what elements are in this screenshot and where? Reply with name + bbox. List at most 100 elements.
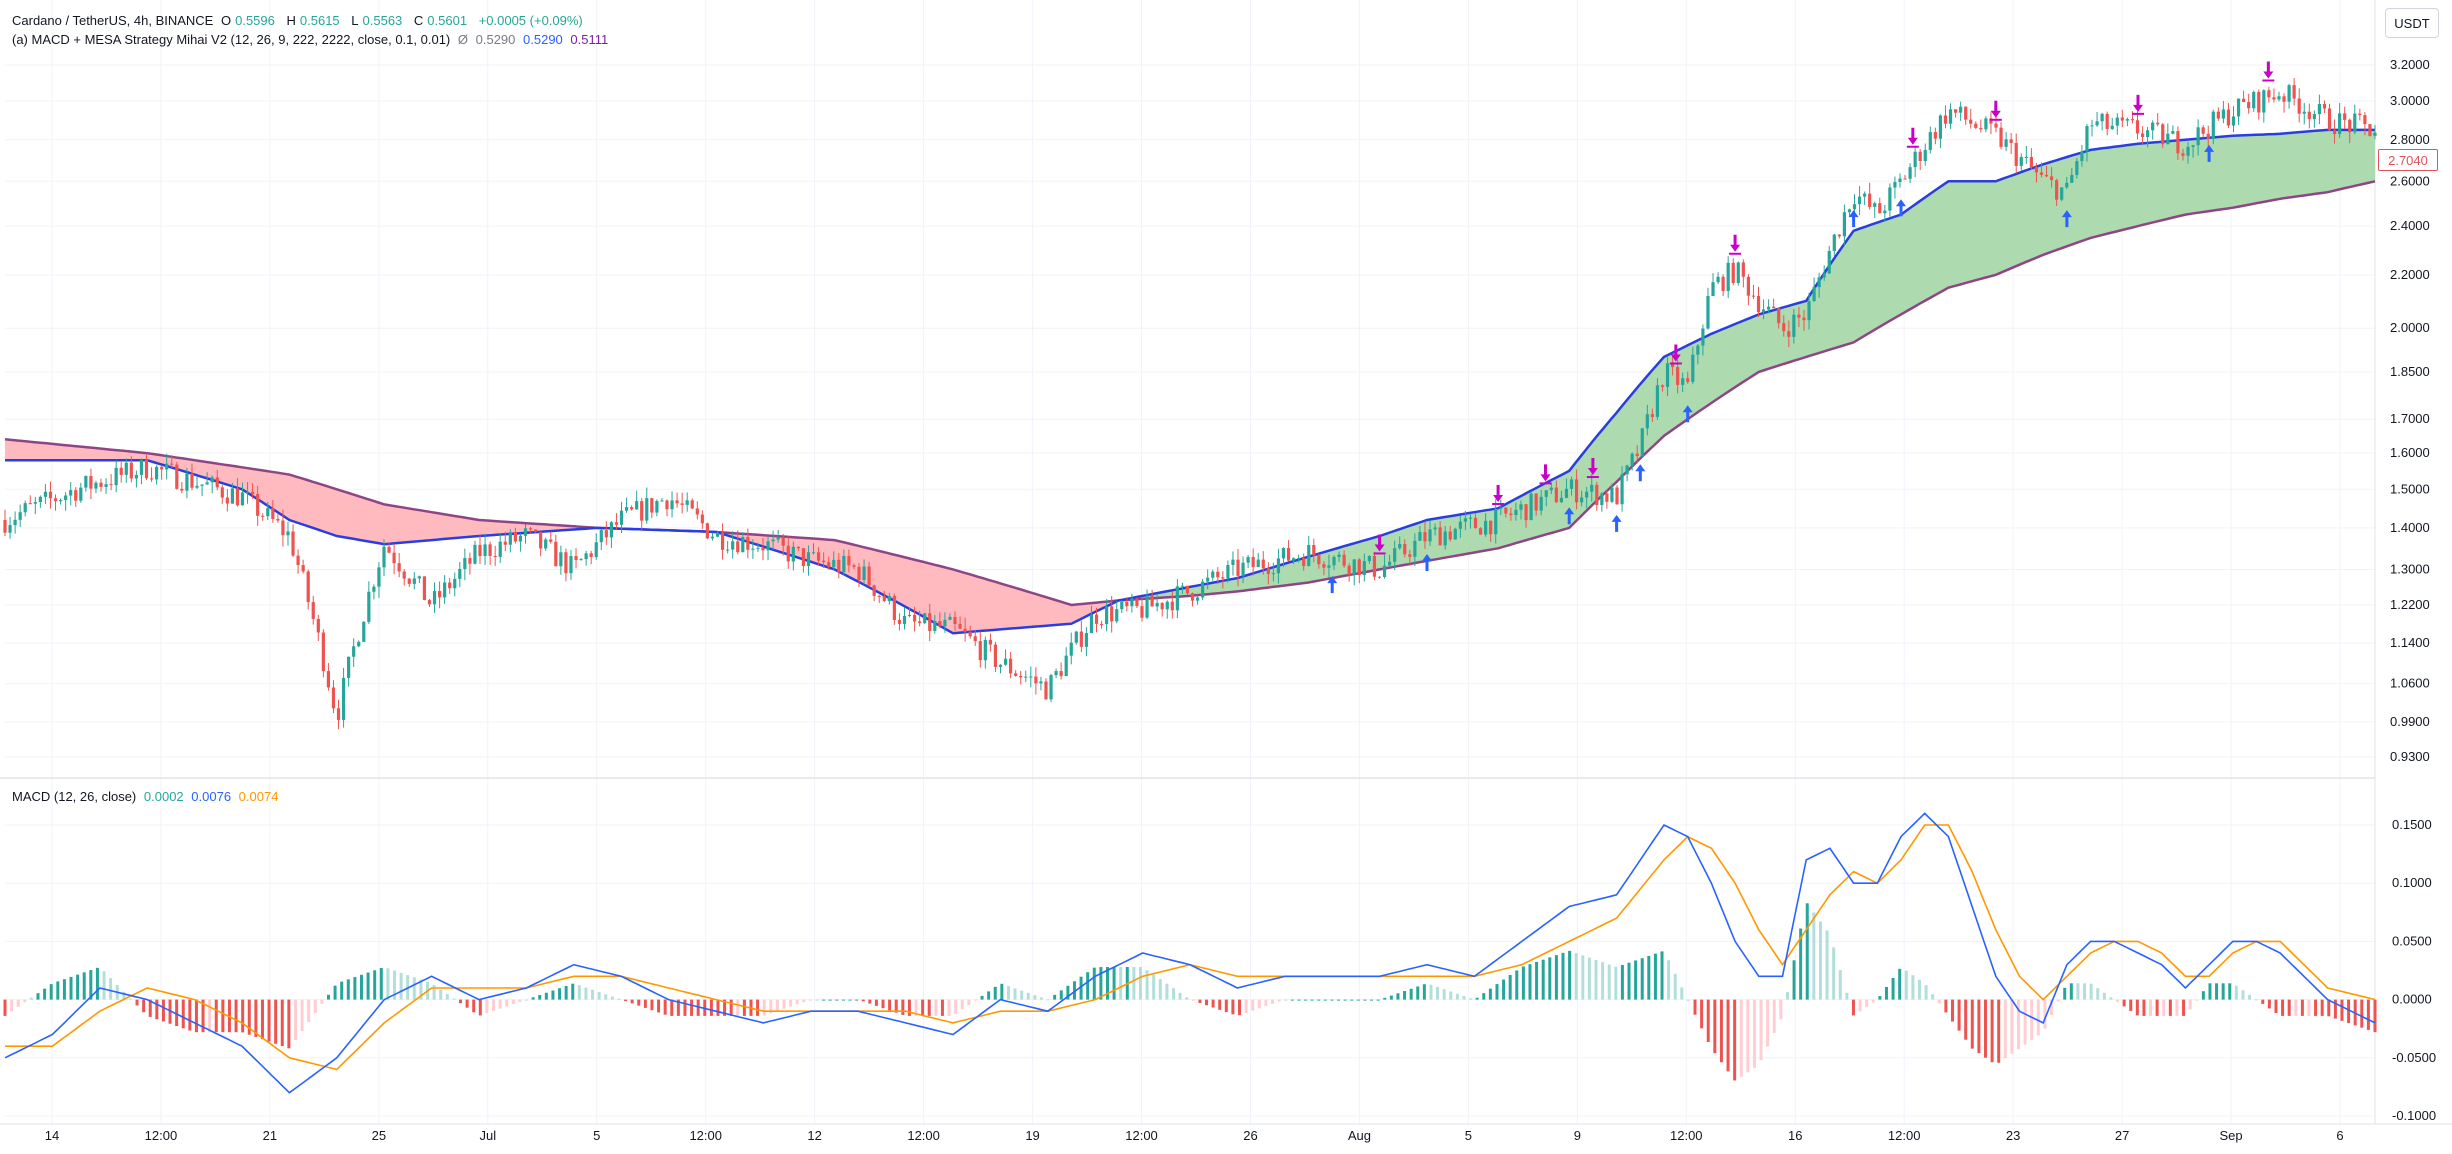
histogram-bar — [1607, 964, 1611, 1000]
histogram-bar — [2089, 983, 2093, 1000]
candle-body — [2085, 126, 2089, 152]
candle-body — [1933, 132, 1937, 139]
histogram-bar — [894, 999, 898, 1013]
candle-body — [796, 546, 800, 549]
histogram-bar — [822, 999, 826, 1001]
candle-body — [1140, 606, 1144, 618]
candle-body — [397, 563, 401, 572]
open-label: O — [220, 13, 232, 28]
candle-body — [2302, 111, 2306, 114]
candle-body — [731, 541, 735, 550]
candle-body — [154, 466, 159, 480]
candle-body — [448, 582, 452, 589]
x-tick-label: 5 — [1465, 1128, 1472, 1143]
histogram-bar — [2281, 999, 2285, 1016]
candle-body — [1863, 193, 1867, 197]
candle-body — [1105, 606, 1109, 625]
candle-body — [412, 578, 416, 584]
histogram-bar — [1396, 993, 1400, 1000]
histogram-bar — [148, 999, 152, 1017]
candle-body — [852, 565, 856, 567]
candle-body — [417, 576, 421, 579]
candle-body — [1893, 182, 1897, 188]
candle-body — [392, 552, 396, 564]
candle-body — [18, 512, 22, 520]
histogram-bar — [716, 999, 720, 1016]
currency-button[interactable]: USDT — [2385, 8, 2439, 38]
candle-body — [1564, 488, 1569, 498]
histogram-bar — [1310, 999, 1314, 1001]
candle-body — [1883, 210, 1887, 214]
candle-body — [2034, 167, 2039, 173]
candle-body — [1731, 262, 1735, 283]
x-tick-label: 23 — [2006, 1128, 2020, 1143]
histogram-bar — [1990, 999, 1994, 1063]
candle-body — [2110, 125, 2114, 129]
histogram-bar — [492, 999, 496, 1011]
histogram-bar — [1535, 961, 1539, 1000]
candle-body — [1190, 593, 1195, 601]
candle-body — [1559, 497, 1564, 503]
candle-body — [2009, 139, 2013, 143]
candle-body — [306, 571, 310, 603]
histogram-bar — [1072, 981, 1076, 1000]
candle-body — [1029, 676, 1033, 678]
candle-body — [357, 641, 361, 647]
x-tick-label: 12 — [807, 1128, 821, 1143]
candle-body — [74, 490, 78, 501]
candle-body — [877, 595, 881, 597]
histogram-bar — [762, 999, 766, 1016]
x-tick-label: 19 — [1025, 1128, 1039, 1143]
candle-body — [907, 614, 912, 616]
candle-body — [23, 503, 27, 513]
candle-body — [301, 565, 305, 572]
histogram-bar — [1290, 999, 1294, 1001]
sell-arrow-icon — [1990, 100, 2001, 118]
histogram-bar — [1092, 967, 1096, 1000]
candle-body — [291, 531, 295, 556]
candle-body — [1317, 555, 1321, 565]
candle-body — [1009, 658, 1013, 674]
price-axis-label: 1.4000 — [2390, 520, 2430, 535]
candle-body — [1772, 306, 1776, 309]
histogram-bar — [1812, 912, 1816, 1000]
histogram-bar — [729, 999, 733, 1016]
candle-body — [276, 518, 280, 521]
candle-body — [604, 530, 608, 538]
candle-body — [200, 484, 204, 486]
histogram-bar — [478, 999, 482, 1016]
histogram-bar — [1495, 984, 1499, 1000]
histogram-bar — [1964, 999, 1968, 1040]
sell-arrow-icon — [1730, 234, 1741, 252]
candle-body — [751, 548, 755, 550]
candle-body — [569, 556, 573, 574]
candle-body — [2039, 172, 2044, 175]
histogram-bar — [2023, 999, 2027, 1045]
histogram-bar — [1053, 994, 1057, 1000]
candle-body — [1943, 115, 1948, 124]
candle-body — [94, 482, 98, 489]
histogram-bar — [1257, 999, 1261, 1009]
histogram-bar — [188, 999, 192, 1031]
histogram-bar — [1680, 987, 1684, 1000]
histogram-bar — [888, 999, 892, 1011]
candle-body — [1928, 132, 1932, 150]
candle-body — [1024, 676, 1028, 678]
histogram-bar — [36, 993, 40, 1000]
candle-body — [1625, 465, 1629, 475]
histogram-bar — [2373, 999, 2377, 1033]
candle-body — [2004, 139, 2008, 147]
histogram-bar — [1673, 973, 1677, 1000]
candle-body — [1509, 513, 1513, 516]
candle-body — [1478, 528, 1483, 535]
histogram-bar — [1957, 999, 1961, 1031]
buy-arrow-icon — [1564, 507, 1575, 525]
histogram-bar — [511, 999, 515, 1005]
candle-body — [2322, 104, 2327, 109]
candle-body — [2211, 111, 2215, 140]
candle-body — [1241, 562, 1245, 576]
candle-body — [473, 544, 477, 564]
candle-body — [1484, 520, 1488, 535]
candle-body — [1706, 296, 1710, 329]
